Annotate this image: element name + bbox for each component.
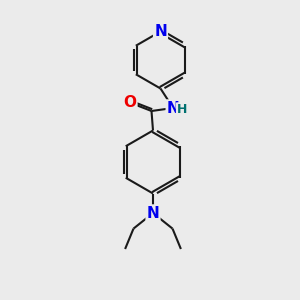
Text: N: N	[154, 24, 167, 39]
Text: O: O	[123, 95, 136, 110]
Text: H: H	[177, 103, 187, 116]
Text: N: N	[167, 100, 179, 116]
Text: N: N	[147, 206, 159, 220]
